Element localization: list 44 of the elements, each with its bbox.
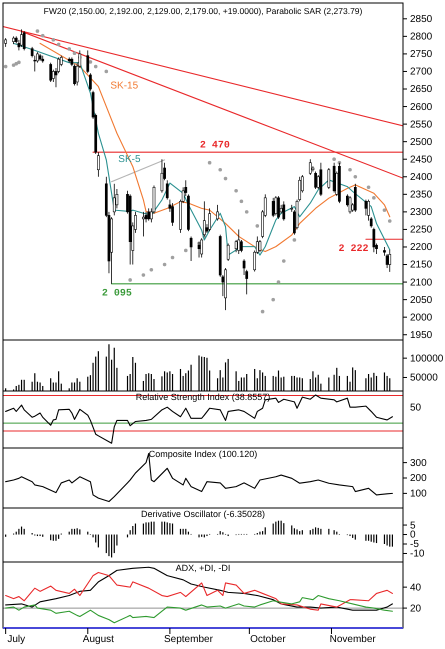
y-tick-label: 2100 <box>410 277 433 288</box>
annotation: 2 470 <box>200 140 230 152</box>
y-tick-label: -5 <box>410 539 420 550</box>
y-tick-label: 2600 <box>410 102 433 113</box>
y-tick-label: 2400 <box>410 172 433 183</box>
y-tick-label: 2150 <box>410 260 433 271</box>
y-tick-label: -10 <box>410 548 425 560</box>
annotation: 2 095 <box>102 288 132 300</box>
annotation: 2 222 <box>338 244 369 255</box>
chart-title: ADX, +DI, -DI <box>176 563 230 573</box>
x-tick-label: October <box>250 634 286 646</box>
y-tick-label: 2350 <box>410 190 433 201</box>
x-tick-label: November <box>330 634 376 646</box>
series-label: SK-15 <box>110 80 139 92</box>
y-tick-label: 2450 <box>410 154 433 166</box>
y-tick-label: 200 <box>410 473 428 484</box>
y-tick-label: 2050 <box>410 294 433 306</box>
chart-title: FW20 (2,150.00, 2,192.00, 2,129.00, 2,179.00, +19.0000), Parabolic SAR (2,273.79) <box>44 6 363 16</box>
chart-title: Composite Index (100.120) <box>148 449 258 459</box>
y-tick-label: 2750 <box>410 49 433 60</box>
y-tick-label: 100000 <box>410 353 444 364</box>
x-tick-label: July <box>7 634 26 646</box>
y-tick-label: 50000 <box>410 372 438 384</box>
text: 50 <box>410 402 422 414</box>
y-tick-label: 0 <box>410 530 416 541</box>
x-tick-label: August <box>82 634 114 646</box>
y-tick-label: 2300 <box>410 207 433 218</box>
y-tick-label: 2650 <box>410 84 433 96</box>
y-tick-label: 300 <box>410 458 428 469</box>
y-tick-label: 2000 <box>410 312 433 324</box>
y-tick-label: 2700 <box>410 66 433 78</box>
y-tick-label: 2550 <box>410 119 433 130</box>
x-tick-label: September <box>164 634 214 646</box>
y-tick-label: 2800 <box>410 32 433 43</box>
y-tick-label: 2500 <box>410 136 433 148</box>
y-tick-label: 100 <box>410 488 428 500</box>
y-tick-label: 40 <box>410 582 422 594</box>
chart-title: Derivative Oscillator (-6.35028) <box>140 509 266 519</box>
y-tick-label: 1950 <box>410 330 433 341</box>
y-tick-label: 20 <box>410 603 422 614</box>
y-tick-label: 2200 <box>410 242 433 254</box>
y-tick-label: 5 <box>410 520 416 532</box>
y-tick-label: 2250 <box>410 224 433 236</box>
y-tick-label: 2850 <box>410 14 433 25</box>
